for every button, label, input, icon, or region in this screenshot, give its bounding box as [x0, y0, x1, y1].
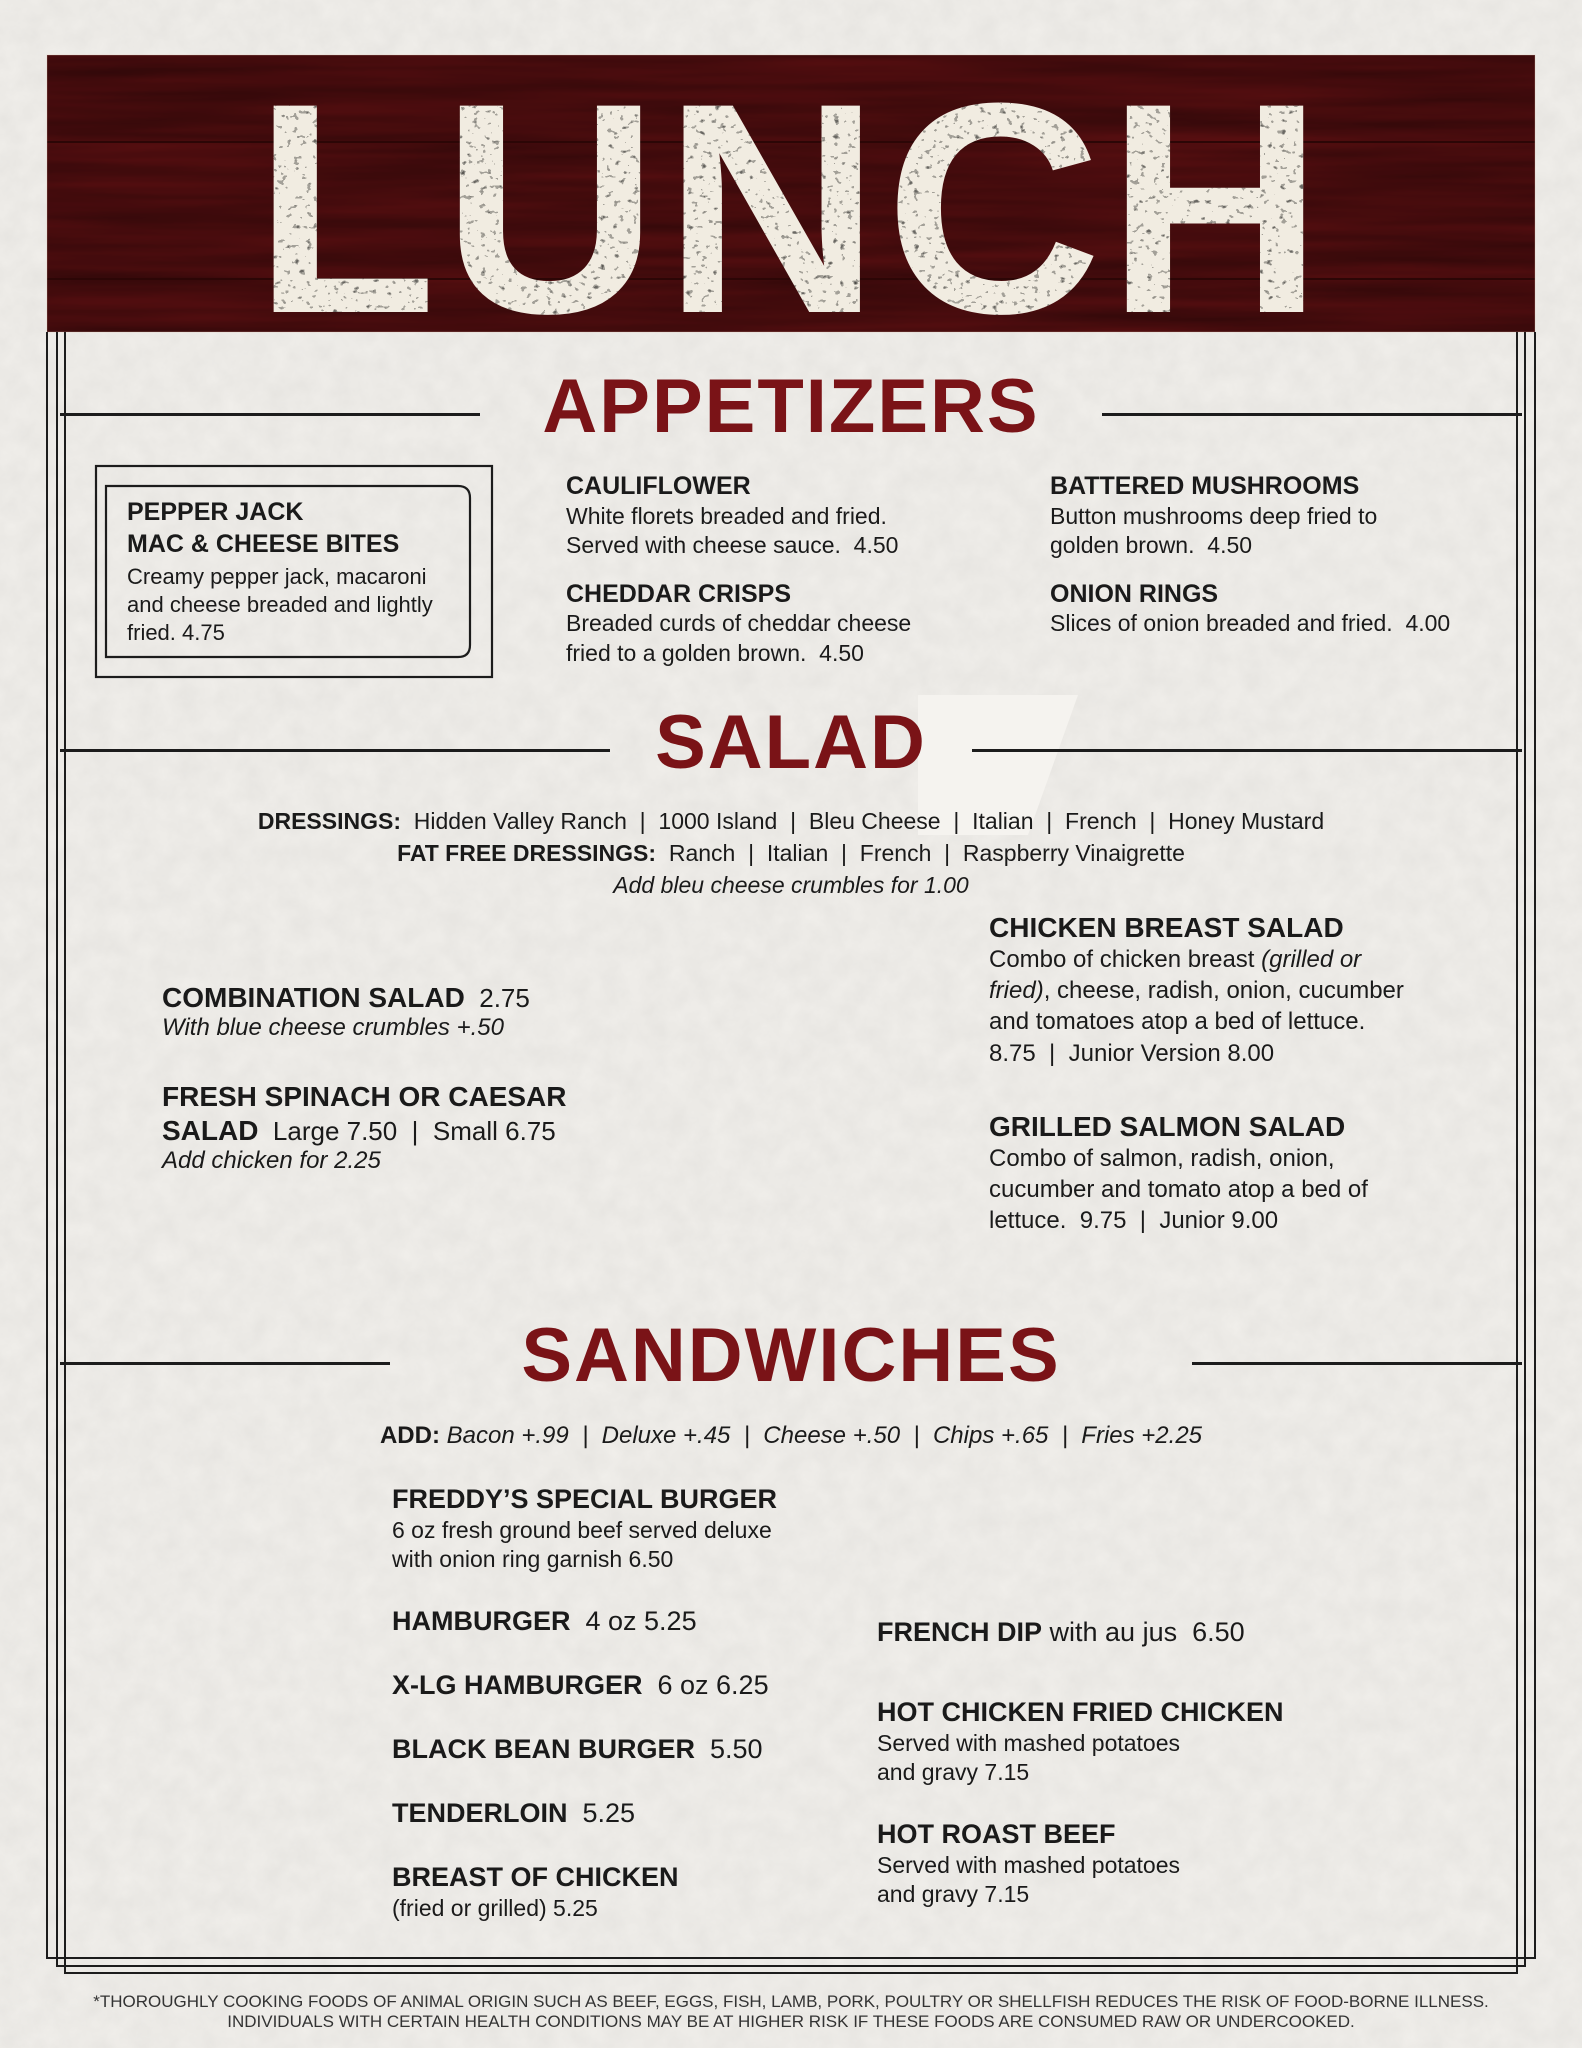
svg-text:MAC & CHEESE BITES: MAC & CHEESE BITES — [127, 530, 399, 558]
svg-text:fried. 4.75: fried. 4.75 — [127, 620, 225, 645]
svg-text:Creamy pepper jack, macaroni: Creamy pepper jack, macaroni — [127, 564, 427, 589]
svg-text:PEPPER JACK: PEPPER JACK — [127, 498, 303, 526]
svg-text:and cheese breaded and lightly: and cheese breaded and lightly — [127, 592, 433, 617]
